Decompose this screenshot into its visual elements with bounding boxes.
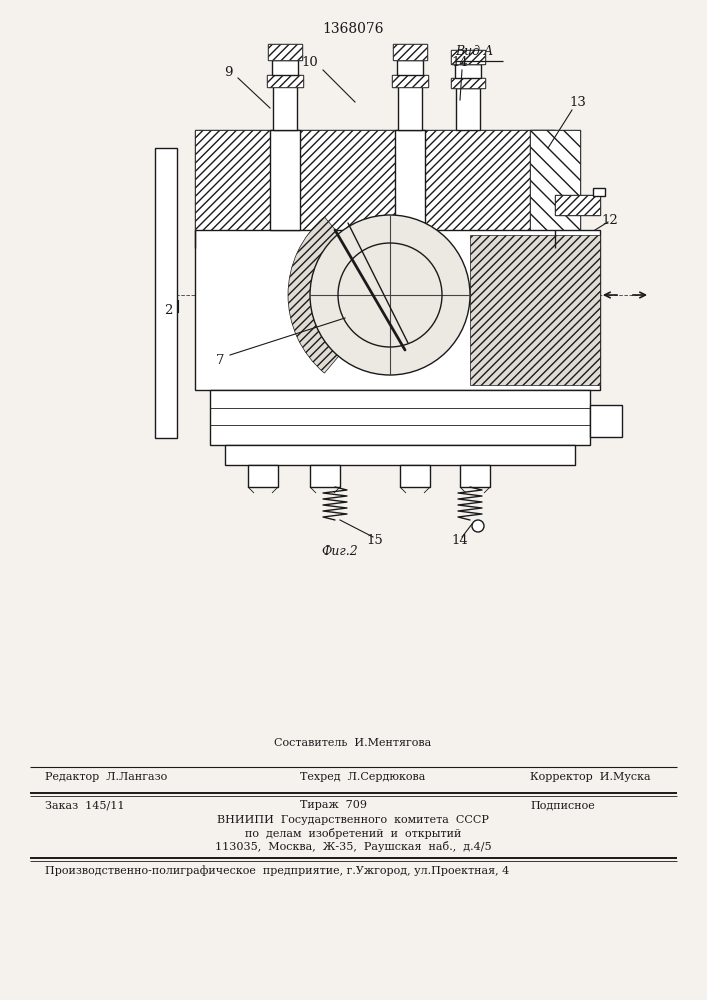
Bar — [268, 44, 302, 60]
Text: Заказ  145/11: Заказ 145/11 — [45, 800, 124, 810]
Bar — [451, 78, 485, 88]
Text: Составитель  И.Ментягова: Составитель И.Ментягова — [274, 738, 432, 748]
Text: 1368076: 1368076 — [322, 22, 384, 36]
Bar — [267, 75, 303, 87]
Bar — [392, 75, 428, 87]
Text: 15: 15 — [367, 534, 383, 546]
Bar — [460, 465, 490, 487]
Bar — [400, 465, 430, 487]
Text: по  делам  изобретений  и  открытий: по делам изобретений и открытий — [245, 828, 461, 839]
Text: 113035,  Москва,  Ж-35,  Раушская  наб.,  д.4/5: 113035, Москва, Ж-35, Раушская наб., д.4… — [215, 841, 491, 852]
Text: 13: 13 — [570, 97, 586, 109]
Bar — [530, 130, 580, 230]
Text: 2: 2 — [164, 304, 173, 316]
Text: Фиг.2: Фиг.2 — [322, 545, 358, 558]
Bar — [555, 195, 600, 215]
Bar — [310, 465, 340, 487]
Text: 9: 9 — [223, 66, 233, 79]
Bar — [225, 445, 575, 465]
Bar — [248, 465, 278, 487]
Bar — [451, 50, 485, 64]
Bar — [155, 148, 177, 438]
Text: Техред  Л.Сердюкова: Техред Л.Сердюкова — [300, 772, 426, 782]
Bar — [555, 195, 600, 215]
Bar — [456, 88, 480, 130]
Text: 7: 7 — [216, 354, 224, 366]
Text: 12: 12 — [602, 214, 619, 227]
Bar — [593, 188, 605, 196]
Text: Производственно-полиграфическое  предприятие, г.Ужгород, ул.Проектная, 4: Производственно-полиграфическое предприя… — [45, 865, 509, 876]
Text: Вид A: Вид A — [455, 45, 493, 58]
Bar — [272, 60, 298, 75]
Bar — [392, 75, 428, 87]
Bar — [455, 64, 481, 78]
Bar — [530, 130, 580, 230]
Text: ВНИИПИ  Государственного  комитета  СССР: ВНИИПИ Государственного комитета СССР — [217, 815, 489, 825]
Bar — [195, 130, 555, 230]
Bar — [451, 78, 485, 88]
Text: Подписное: Подписное — [530, 800, 595, 810]
Bar — [210, 390, 590, 445]
Bar — [270, 130, 300, 230]
Bar — [267, 75, 303, 87]
Bar — [195, 130, 555, 230]
Text: Корректор  И.Муска: Корректор И.Муска — [530, 772, 650, 782]
Bar — [451, 50, 485, 64]
Bar — [398, 85, 422, 130]
Circle shape — [472, 520, 484, 532]
Bar — [395, 130, 425, 230]
Bar — [397, 60, 423, 75]
Text: Тираж  709: Тираж 709 — [300, 800, 367, 810]
Text: Редактор  Л.Лангазо: Редактор Л.Лангазо — [45, 772, 168, 782]
Bar — [273, 85, 297, 130]
Bar — [470, 235, 600, 385]
Bar — [268, 44, 302, 60]
Text: 10: 10 — [302, 55, 318, 68]
Wedge shape — [288, 217, 390, 373]
Text: 14: 14 — [452, 55, 468, 68]
Bar — [590, 405, 622, 437]
Bar — [393, 44, 427, 60]
Circle shape — [310, 215, 470, 375]
Text: 14: 14 — [452, 534, 468, 546]
Bar — [393, 44, 427, 60]
Bar — [195, 230, 600, 390]
